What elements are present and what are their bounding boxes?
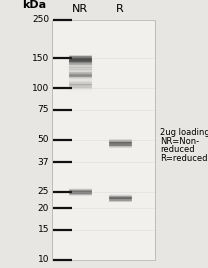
Text: kDa: kDa	[22, 0, 46, 10]
Text: 100: 100	[32, 84, 49, 93]
Text: 25: 25	[38, 187, 49, 196]
Text: reduced: reduced	[160, 146, 195, 154]
Text: 250: 250	[32, 16, 49, 24]
Text: NR=Non-: NR=Non-	[160, 137, 199, 146]
Text: 2ug loading: 2ug loading	[160, 128, 208, 137]
Text: R=reduced: R=reduced	[160, 154, 208, 163]
Text: R: R	[116, 4, 124, 14]
Bar	[52, 20, 155, 260]
Text: 150: 150	[32, 54, 49, 63]
Text: 75: 75	[37, 105, 49, 114]
Text: 50: 50	[37, 136, 49, 144]
Text: 10: 10	[37, 255, 49, 265]
Text: NR: NR	[72, 4, 88, 14]
Text: 37: 37	[37, 158, 49, 167]
Text: 20: 20	[38, 204, 49, 213]
Text: 15: 15	[37, 225, 49, 234]
